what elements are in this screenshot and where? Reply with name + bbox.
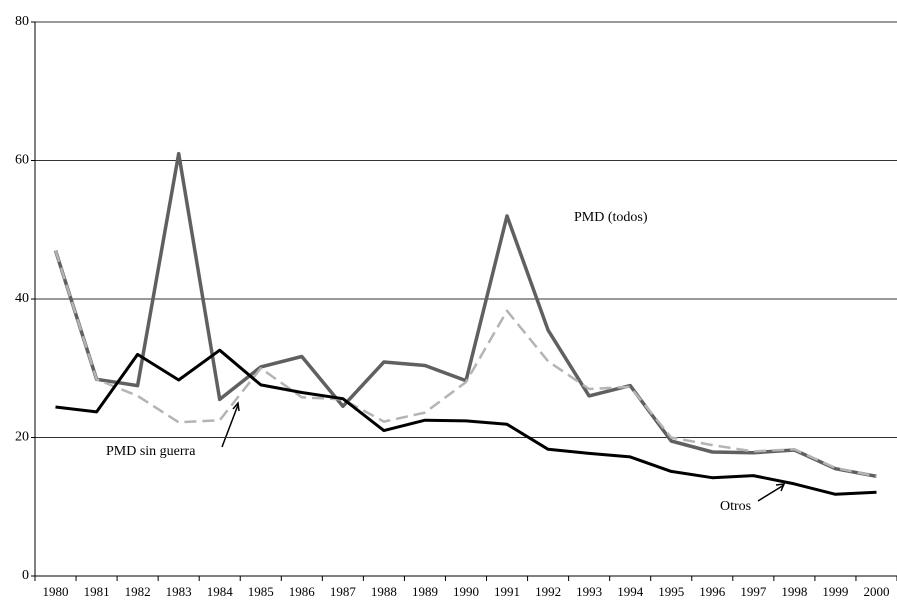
x-tick-label: 1982 [125,584,151,599]
series-line [55,348,877,496]
series-line [53,151,877,479]
x-tick-label: 1995 [658,584,684,599]
x-tick-label: 1993 [576,584,602,599]
annotation-arrowhead [232,401,240,412]
x-tick-label: 1992 [535,584,561,599]
x-tick-label: 1985 [248,584,274,599]
x-tick-label: 2000 [863,584,889,599]
y-tick-label: 80 [15,14,29,29]
x-tick-label: 1996 [699,584,726,599]
x-tick-label: 1997 [740,584,767,599]
x-tick-label: 1998 [781,584,807,599]
y-tick-label: 20 [15,430,29,445]
series-label: PMD (todos) [574,210,648,225]
x-tick-label: 1990 [453,584,479,599]
annotation-arrow [757,484,785,502]
y-tick-label: 0 [22,568,29,583]
x-tick-label: 1999 [822,584,848,599]
x-tick-label: 1981 [84,584,110,599]
x-tick-label: 1989 [412,584,438,599]
annotation-arrow [221,404,239,448]
annotation-arrowhead [775,483,786,492]
series-label: PMD sin guerra [106,444,196,459]
x-tick-label: 1988 [371,584,397,599]
y-tick-label: 40 [15,291,29,306]
y-tick-label: 60 [15,153,29,168]
x-tick-label: 1986 [289,584,316,599]
x-tick-label: 1991 [494,584,520,599]
x-tick-label: 1987 [330,584,357,599]
x-tick-label: 1984 [207,584,234,599]
x-tick-label: 1994 [617,584,644,599]
x-tick-label: 1980 [43,584,69,599]
x-tick-label: 1983 [166,584,192,599]
series-label: Otros [720,499,751,514]
series-line [54,250,877,478]
